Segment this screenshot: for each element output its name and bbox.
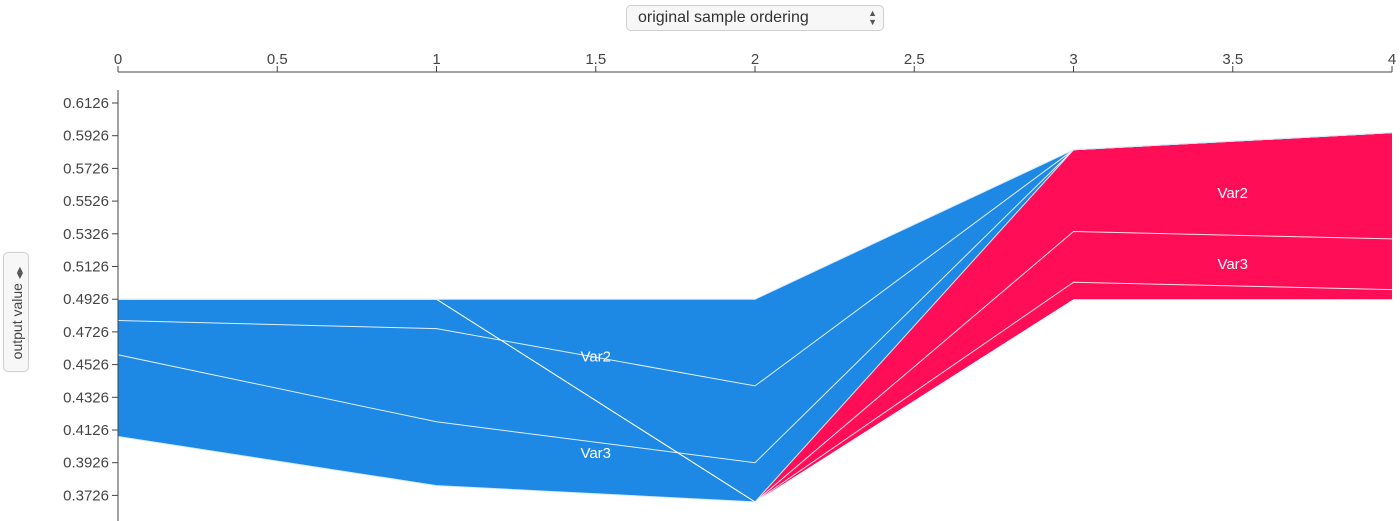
y-tick-label: 0.4726 — [63, 324, 109, 341]
y-axis: 0.6126 0.5926 0.5726 0.5526 0.5326 0.5126 0.49… — [63, 90, 119, 521]
band-label-neg-var2: Var2 — [580, 348, 611, 365]
x-tick-label: 1.5 — [585, 51, 606, 68]
sample-ordering-label: original sample ordering — [638, 9, 809, 26]
band-label-pos-var3: Var3 — [1217, 256, 1248, 273]
band-separators — [117, 132, 1393, 503]
y-tick-label: 0.6126 — [63, 95, 109, 112]
y-axis-select[interactable]: output value◀▶ — [3, 252, 29, 372]
y-tick-label: 0.5926 — [63, 128, 109, 145]
negative-band-1 — [118, 132, 1392, 463]
negative-bands — [118, 132, 1392, 502]
band-label-pos-var2: Var2 — [1217, 185, 1248, 202]
x-tick-label: 0 — [114, 51, 122, 68]
y-tick-label: 0.5726 — [63, 160, 109, 177]
negative-outline-1 — [117, 132, 1393, 503]
negative-band-0 — [118, 132, 1392, 386]
x-tick-label: 4 — [1388, 51, 1396, 68]
band-labels: Var2 Var3 Var2 Var3 — [580, 185, 1248, 462]
y-tick-label: 0.4326 — [63, 389, 109, 406]
y-tick-label: 0.3926 — [63, 455, 109, 472]
positive-bands — [118, 132, 1392, 502]
y-tick-label: 0.5526 — [63, 193, 109, 210]
x-tick-label: 2 — [751, 51, 759, 68]
y-tick-label: 0.4126 — [63, 422, 109, 439]
y-tick-label: 0.5326 — [63, 226, 109, 243]
band-label-neg-var3: Var3 — [580, 445, 611, 462]
y-tick-label: 0.5126 — [63, 259, 109, 276]
select-arrows-icon: ▲ ▼ — [868, 8, 877, 27]
x-tick-label: 3 — [1069, 51, 1077, 68]
x-axis: 0 0.5 1 1.5 2 2.5 3 3.5 4 — [114, 51, 1396, 73]
y-tick-label: 0.4526 — [63, 357, 109, 374]
positive-band-1 — [118, 231, 1392, 502]
y-tick-label: 0.4926 — [63, 291, 109, 308]
x-tick-label: 1 — [432, 51, 440, 68]
positive-band-0 — [118, 132, 1392, 502]
sample-ordering-select[interactable]: original sample ordering ▲ ▼ — [626, 5, 884, 31]
x-tick-label: 3.5 — [1222, 51, 1243, 68]
x-tick-label: 2.5 — [904, 51, 925, 68]
x-tick-label: 0.5 — [267, 51, 288, 68]
y-tick-label: 0.3726 — [63, 487, 109, 504]
